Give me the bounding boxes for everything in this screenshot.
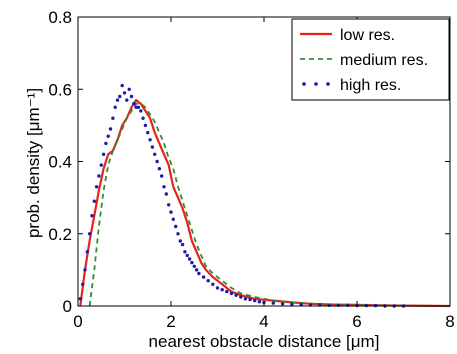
data-point-high-res [215,286,220,290]
data-point-high-res [280,302,285,306]
y-tick-label: 0.6 [48,80,72,99]
legend-label-medium-res: medium res. [340,52,428,69]
x-tick-label: 6 [352,312,361,331]
data-point-high-res [211,282,215,286]
legend-label-low-res: low res. [340,27,395,44]
data-point-high-res [178,239,182,243]
legend-label-high-res: high res. [340,77,401,94]
data-point-high-res [162,185,166,189]
x-axis-label: nearest obstacle distance [μm] [149,332,380,351]
legend-dot-high-res [302,82,306,86]
data-point-high-res [83,268,87,272]
data-point-high-res [78,297,83,301]
data-point-high-res [194,268,199,272]
data-point-high-res [176,232,180,236]
data-point-high-res [101,152,106,156]
data-point-high-res [148,138,152,142]
data-point-high-res [85,250,90,254]
data-point-high-res [87,232,92,236]
data-point-high-res [136,105,141,110]
data-point-high-res [167,203,171,207]
data-point-high-res [141,116,145,120]
series-line-medium-res [88,102,451,307]
data-point-high-res [171,217,175,221]
data-point-high-res [115,98,120,102]
data-point-high-res [192,264,196,268]
data-point-high-res [157,167,162,171]
data-point-high-res [104,141,108,146]
data-point-high-res [125,98,129,102]
data-point-high-res [185,253,189,258]
data-point-high-res [120,83,124,88]
data-point-high-res [229,291,234,296]
data-point-high-res [290,302,294,306]
x-tick-label: 2 [166,312,175,331]
data-point-high-res [187,257,192,261]
data-point-high-res [253,298,257,303]
legend-dot-high-res [314,82,318,86]
y-tick-label: 0.2 [48,225,72,244]
legend-marker-high-res [302,82,330,86]
data-point-high-res [271,301,275,305]
data-point-high-res [81,282,85,286]
data-point-high-res [164,192,168,196]
legend-dot-high-res [326,82,330,86]
data-point-high-res [106,134,110,138]
x-tick-label: 0 [73,312,82,331]
y-axis-label: prob. density [μm⁻¹] [24,88,43,238]
data-point-high-res [129,94,134,99]
data-point-high-res [99,163,104,167]
data-point-high-res [113,105,117,110]
data-point-high-res [97,174,101,178]
data-point-high-res [111,116,115,120]
data-point-high-res [146,130,150,135]
data-point-high-res [190,260,194,265]
data-point-high-res [143,123,148,128]
x-tick-label: 8 [445,312,454,331]
data-point-high-res [201,275,206,279]
data-point-high-res [118,94,122,99]
data-point-high-res [220,288,224,292]
data-point-high-res [248,297,252,302]
data-point-high-res [132,102,136,106]
y-tick-label: 0 [63,297,72,316]
series-line-low-res [79,99,451,308]
data-point-high-res [239,295,243,299]
y-tick-label: 0.4 [48,153,72,172]
data-point-high-res [299,302,303,307]
data-point-high-res [197,271,201,276]
data-point-high-res [225,289,229,294]
data-point-high-res [234,293,238,297]
x-tick-label: 4 [259,312,268,331]
data-point-high-res [122,91,127,95]
data-point-high-res [257,300,262,304]
data-point-high-res [139,109,143,113]
axes-layer: 0 2 4 6 8 0 0.2 0.4 0.6 0.8 [48,8,454,331]
data-point-high-res [155,159,159,164]
data-point-high-res [180,242,185,247]
legend: low res. medium res. high res. [291,18,450,101]
data-point-high-res [150,145,155,149]
data-point-high-res [206,279,210,283]
data-point-high-res [127,87,131,92]
data-point-high-res [94,185,99,189]
data-point-high-res [92,199,97,203]
data-point-high-res [153,152,157,156]
data-point-high-res [183,250,187,254]
data-point-high-res [174,224,178,229]
y-tick-label: 0.8 [48,8,72,27]
data-point-high-res [160,174,164,178]
data-point-high-res [108,127,113,131]
data-point-high-res [169,210,173,214]
data-point-high-res [243,297,248,301]
data-point-high-res [90,214,94,218]
